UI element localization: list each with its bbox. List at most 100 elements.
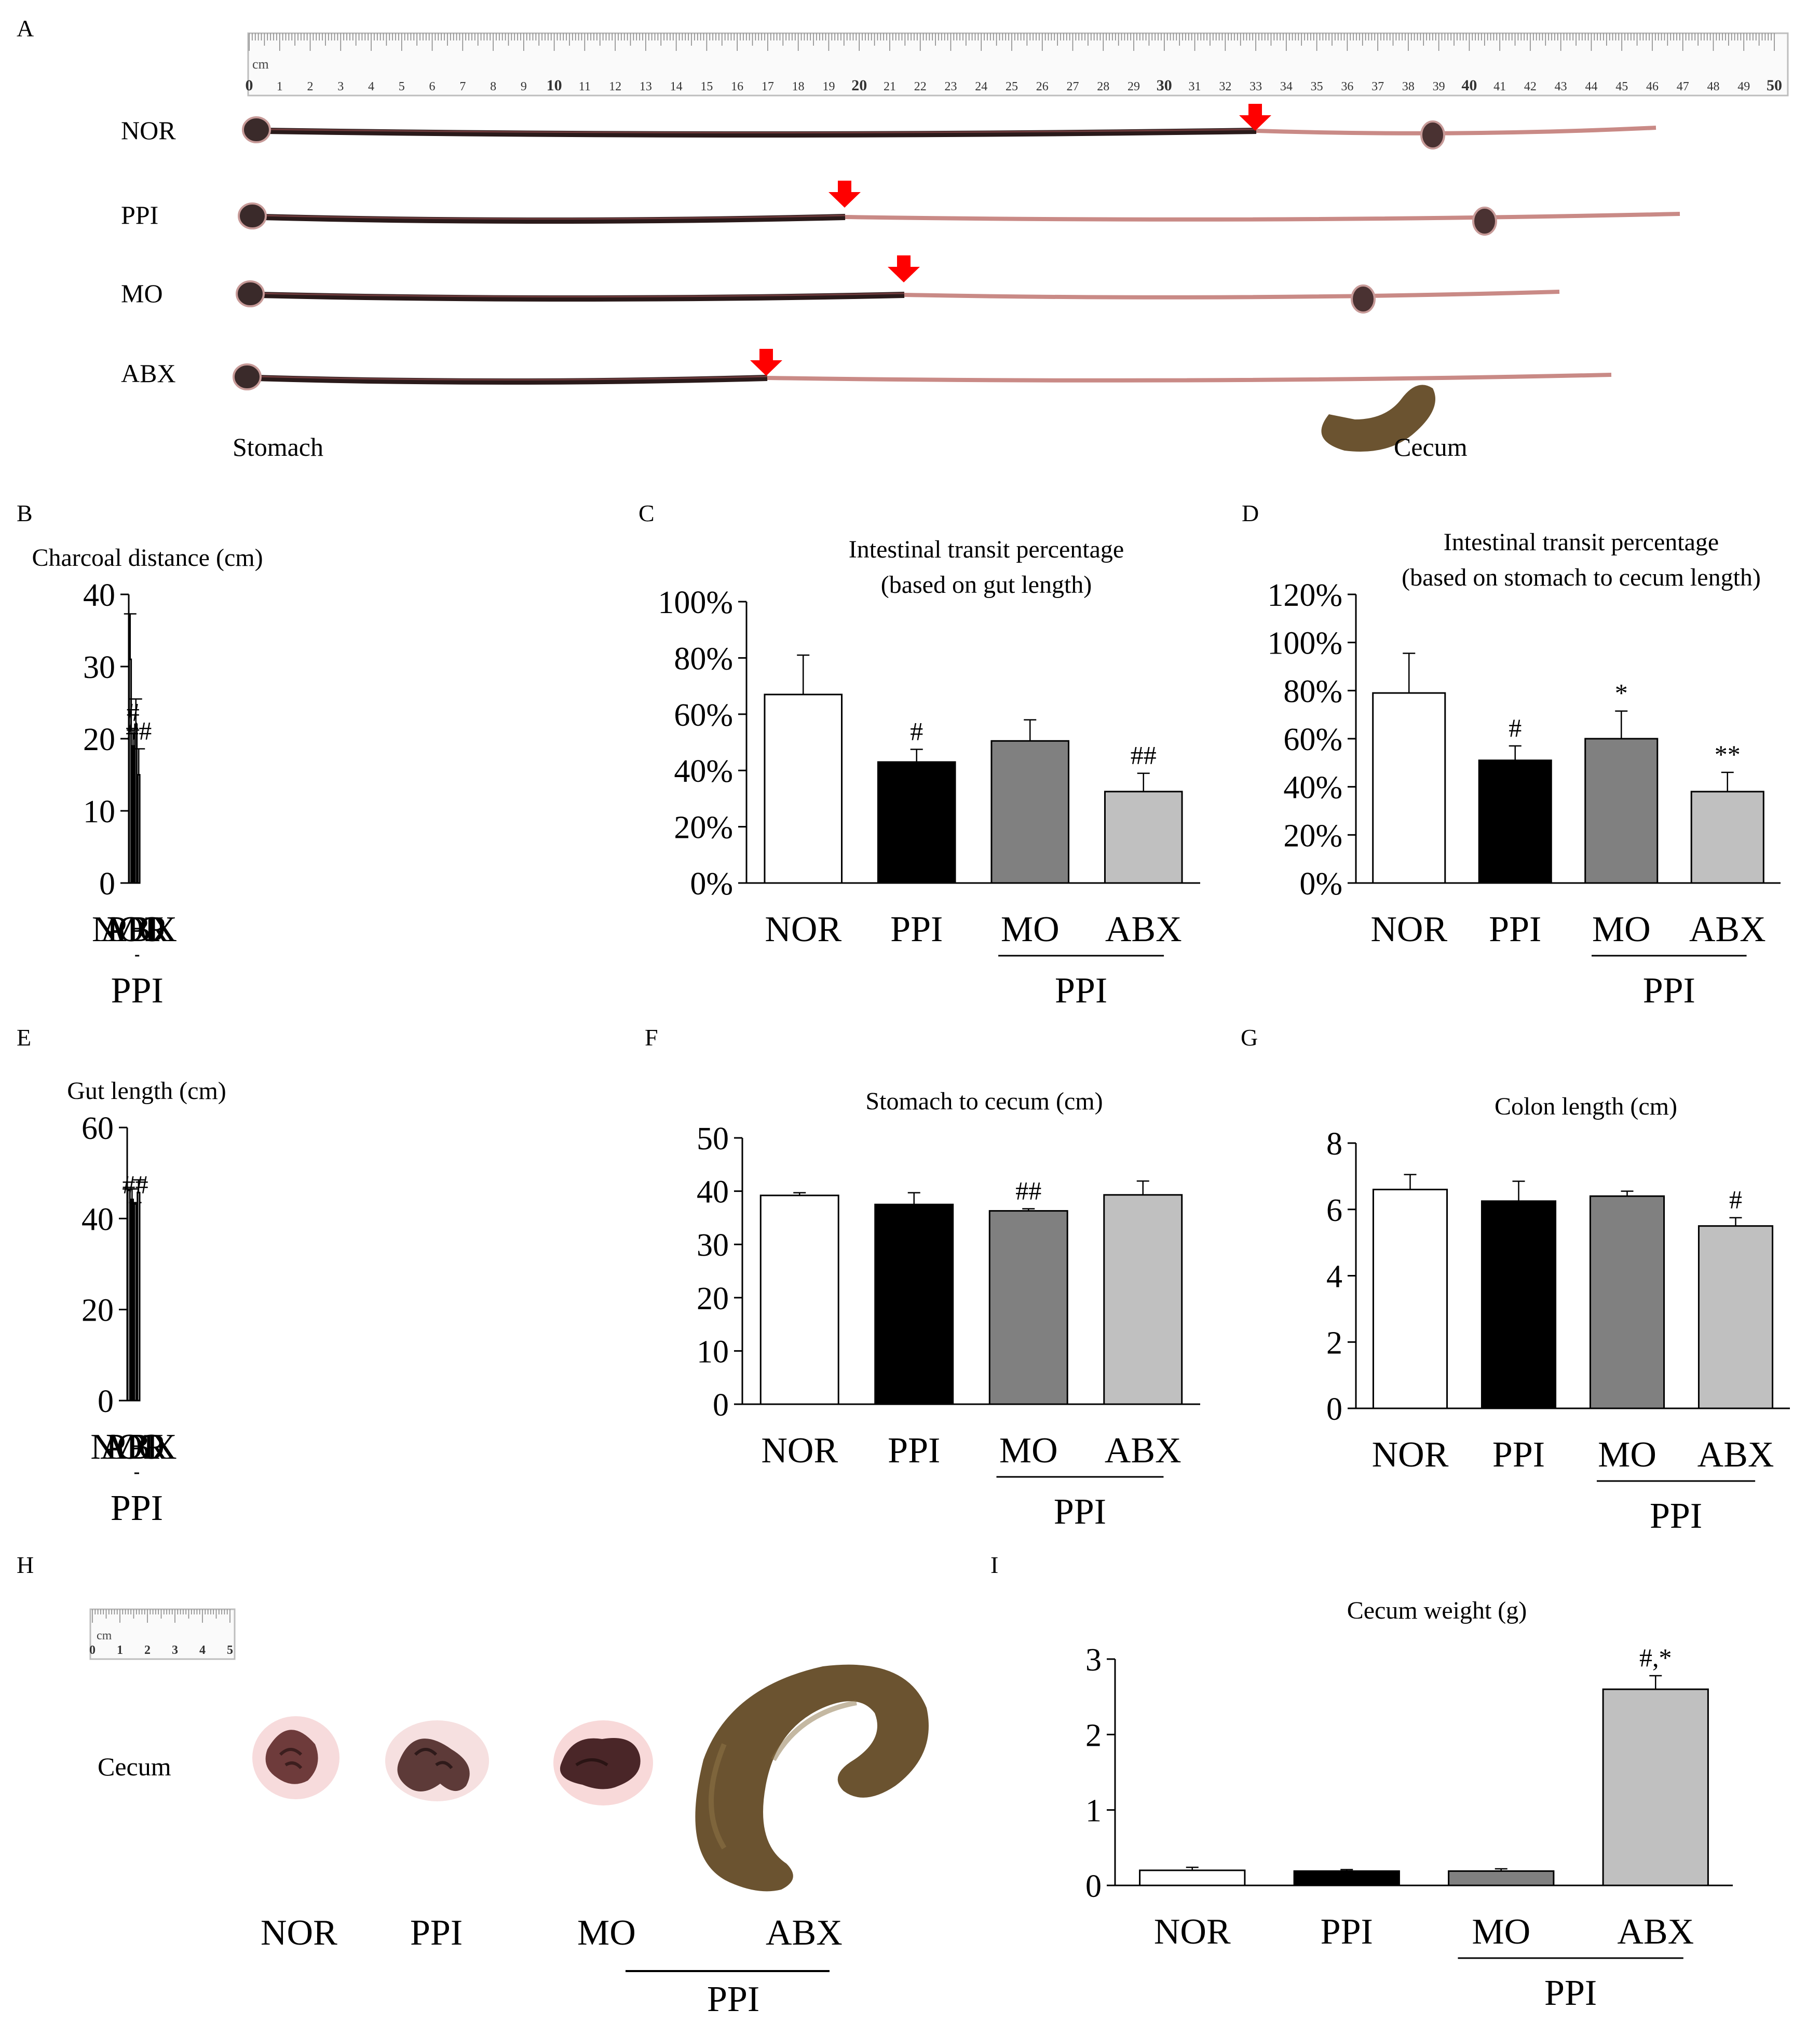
bar-nor: [127, 1189, 131, 1402]
x-tick-label: PPI: [890, 909, 943, 949]
y-tick-label: 0: [1326, 1392, 1342, 1427]
y-tick-label: 8: [1326, 1126, 1342, 1162]
intestine-segment-charcoal: [260, 214, 846, 224]
x-tick-label: PPI: [106, 1427, 158, 1467]
ruler-tick-label: 12: [609, 80, 621, 93]
ruler-tick-label: 15: [700, 80, 713, 93]
ruler-tick-label: 5: [399, 80, 405, 93]
row-label-abx: ABX: [121, 359, 176, 388]
y-tick-label: 0: [1085, 1869, 1102, 1904]
ruler-tick-label: 44: [1585, 80, 1597, 93]
y-tick-label: 60%: [1283, 722, 1342, 757]
panel-letter-c: C: [639, 500, 655, 526]
y-tick-label: 6: [1326, 1193, 1342, 1228]
significance-mark: #,*: [1639, 1643, 1672, 1672]
bar-ppi: [877, 761, 956, 884]
ruler-tick-label: 26: [1036, 80, 1049, 93]
bar-nor: [759, 1194, 839, 1405]
stomach-blob: [242, 116, 271, 143]
ruler-tick-label: 31: [1189, 80, 1201, 93]
ppi-bracket-label: PPI: [707, 1979, 760, 2019]
bar-nor: [1372, 1188, 1448, 1409]
x-tick-label: ABX: [1689, 909, 1766, 949]
significance-mark: #: [910, 717, 923, 746]
ruler-tick-label: 27: [1067, 80, 1079, 93]
ruler-tick-label: 33: [1249, 80, 1262, 93]
arrow-ppi: [828, 181, 861, 208]
ruler: cm 0 1 2 3 4 5 6 7 8 9 10 11 12 13 14 15 16 17 18 19 20 21 22 2…: [246, 32, 1789, 97]
chart-colon-length: Colon length (cm) 0 2 4 6 8 NOR PPI MO ABX # PPI: [1326, 1093, 1790, 1536]
y-tick-label: 40: [83, 578, 115, 613]
ruler-tick-label: 14: [670, 80, 683, 93]
ruler-tick-label: 13: [640, 80, 652, 93]
x-tick-label: NOR: [1154, 1912, 1231, 1952]
group-label-ppi: PPI: [410, 1913, 463, 1953]
x-tick-label: PPI: [1492, 1435, 1545, 1475]
y-tick-label: 30: [83, 650, 115, 685]
x-tick-label: ABX: [1105, 909, 1182, 949]
ruler-tick-label: 21: [884, 80, 896, 93]
ruler-tick-label: 20: [851, 77, 867, 94]
bar-abx: [1103, 1194, 1183, 1405]
chart-transit-gut-length: Intestinal transit percentage (based on g…: [658, 536, 1200, 1011]
ruler-unit-label: cm: [252, 57, 269, 72]
ruler-tick-label: 25: [1006, 80, 1018, 93]
ruler-tick-label: 43: [1555, 80, 1567, 93]
ruler-tick-label: 46: [1646, 80, 1659, 93]
ruler-tick-label: 23: [944, 80, 957, 93]
ppi-bracket-label: PPI: [111, 971, 164, 1011]
panel-h-cecum-photo: cm 0 1 2 3 4 5: [89, 1608, 929, 1972]
chart-transit-stomach-cecum: Intestinal transit percentage (based on s…: [1267, 528, 1781, 1011]
y-tick-label: 20: [697, 1281, 729, 1316]
ruler-tick-label: 24: [975, 80, 987, 93]
row-label-ppi: PPI: [121, 200, 159, 229]
panel-letter-g: G: [1241, 1024, 1258, 1051]
cecum-nor: [252, 1716, 339, 1799]
ruler-tick-label: 30: [1157, 77, 1172, 94]
chart-subtitle: (based on stomach to cecum length): [1402, 564, 1761, 591]
ruler-tick-label: 49: [1737, 80, 1750, 93]
ruler-tick-label: 38: [1402, 80, 1415, 93]
bar-abx: [1104, 791, 1183, 884]
y-tick-label: 0%: [1299, 866, 1342, 902]
bar-abx: [1602, 1688, 1709, 1886]
cecum-mo: [553, 1720, 653, 1805]
significance-mark: #: [1509, 713, 1522, 742]
ruler-tick-label: 1: [117, 1644, 123, 1657]
group-label-abx: ABX: [766, 1913, 843, 1953]
ruler-tick-label: 3: [337, 80, 344, 93]
intestine-ppi: [238, 202, 1680, 236]
panel-letter-i: I: [990, 1552, 999, 1578]
ruler-tick-label: 39: [1433, 80, 1445, 93]
ppi-bracket-label: PPI: [1650, 1496, 1702, 1536]
bar-ppi: [130, 1199, 134, 1402]
ruler-tick-label: 37: [1371, 80, 1384, 93]
y-tick-label: 120%: [1267, 578, 1342, 613]
y-tick-label: 20: [82, 1293, 114, 1328]
arrow-abx: [750, 349, 782, 376]
bar-nor: [1372, 692, 1446, 884]
y-tick-label: 3: [1085, 1642, 1102, 1678]
x-tick-label: ABX: [100, 909, 177, 949]
intestine-segment-charcoal: [255, 375, 768, 385]
x-tick-label: ABX: [1697, 1435, 1774, 1475]
ruler-tick-label: 42: [1524, 80, 1537, 93]
x-tick-label: MO: [106, 909, 165, 949]
ruler-tick-label: 41: [1493, 80, 1506, 93]
ruler-unit-label: cm: [97, 1629, 112, 1642]
ruler-tick-label: 35: [1311, 80, 1323, 93]
stomach-label: Stomach: [233, 432, 323, 461]
panel-letter-e: E: [17, 1024, 32, 1051]
bar-abx: [1697, 1225, 1774, 1409]
significance-mark: #: [1729, 1185, 1742, 1214]
y-tick-label: 40: [697, 1175, 729, 1210]
significance-mark: *: [1615, 678, 1628, 708]
x-tick-label: MO: [106, 1427, 165, 1467]
cecum-ppi: [385, 1720, 489, 1801]
y-tick-label: 30: [697, 1228, 729, 1263]
chart-title: Gut length (cm): [67, 1077, 226, 1105]
cecum-blob: [1472, 207, 1497, 236]
ruler-tick-label: 16: [731, 80, 743, 93]
ruler-tick-label: 5: [227, 1644, 233, 1657]
